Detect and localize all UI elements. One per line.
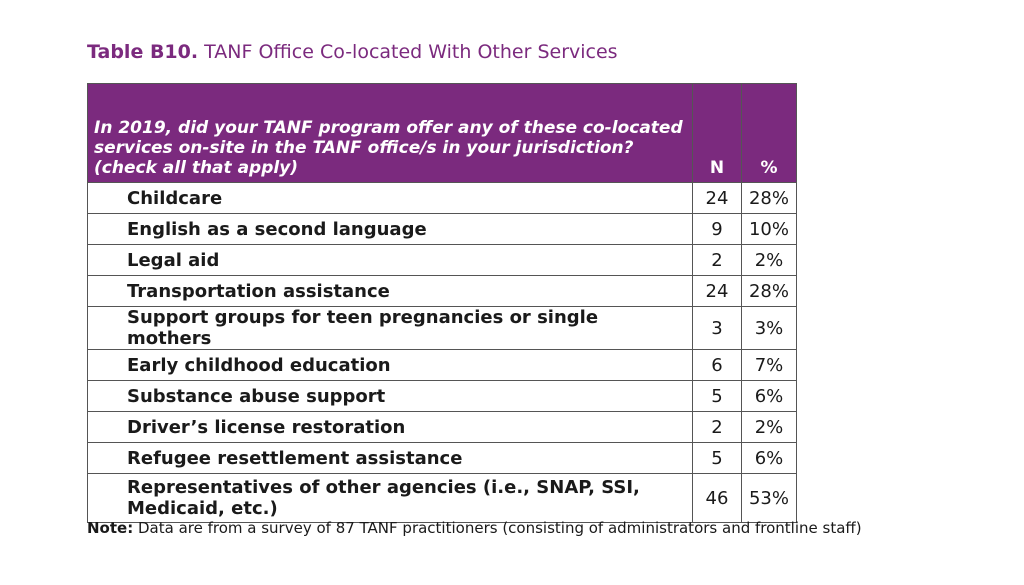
row-item: English as a second language bbox=[87, 213, 693, 245]
table-header-row: In 2019, did your TANF program offer any… bbox=[87, 83, 797, 183]
row-item: Early childhood education bbox=[87, 349, 693, 381]
table-title-label: Table B10. bbox=[87, 41, 199, 63]
table-row: Transportation assistance 24 28% bbox=[87, 275, 797, 307]
services-table: In 2019, did your TANF program offer any… bbox=[87, 83, 797, 523]
row-percent: 6% bbox=[741, 442, 797, 474]
row-percent: 28% bbox=[741, 275, 797, 307]
row-percent: 2% bbox=[741, 244, 797, 276]
table-title: Table B10. TANF Office Co-located With O… bbox=[87, 41, 618, 63]
table-row: Refugee resettlement assistance 5 6% bbox=[87, 442, 797, 474]
row-item: Representatives of other agencies (i.e.,… bbox=[87, 473, 693, 523]
row-item: Legal aid bbox=[87, 244, 693, 276]
header-question: In 2019, did your TANF program offer any… bbox=[87, 83, 693, 183]
row-n: 6 bbox=[692, 349, 742, 381]
table-row: Childcare 24 28% bbox=[87, 182, 797, 214]
row-n: 5 bbox=[692, 442, 742, 474]
row-item: Driver’s license restoration bbox=[87, 411, 693, 443]
row-n: 9 bbox=[692, 213, 742, 245]
row-item: Childcare bbox=[87, 182, 693, 214]
row-item: Transportation assistance bbox=[87, 275, 693, 307]
row-percent: 6% bbox=[741, 380, 797, 412]
row-n: 2 bbox=[692, 244, 742, 276]
row-n: 2 bbox=[692, 411, 742, 443]
header-n: N bbox=[692, 83, 742, 183]
table-row: Legal aid 2 2% bbox=[87, 244, 797, 276]
table-row: English as a second language 9 10% bbox=[87, 213, 797, 245]
table-row: Early childhood education 6 7% bbox=[87, 349, 797, 381]
row-item: Substance abuse support bbox=[87, 380, 693, 412]
row-item: Support groups for teen pregnancies or s… bbox=[87, 306, 693, 350]
row-n: 24 bbox=[692, 275, 742, 307]
table-row: Driver’s license restoration 2 2% bbox=[87, 411, 797, 443]
row-percent: 2% bbox=[741, 411, 797, 443]
row-percent: 53% bbox=[741, 473, 797, 523]
table-note: Note: Data are from a survey of 87 TANF … bbox=[87, 519, 862, 537]
table-row: Substance abuse support 5 6% bbox=[87, 380, 797, 412]
table-row: Representatives of other agencies (i.e.,… bbox=[87, 473, 797, 523]
row-n: 3 bbox=[692, 306, 742, 350]
row-n: 46 bbox=[692, 473, 742, 523]
row-item: Refugee resettlement assistance bbox=[87, 442, 693, 474]
row-percent: 7% bbox=[741, 349, 797, 381]
note-label: Note: bbox=[87, 519, 134, 537]
row-percent: 28% bbox=[741, 182, 797, 214]
table-title-text: TANF Office Co-located With Other Servic… bbox=[204, 41, 618, 63]
row-n: 24 bbox=[692, 182, 742, 214]
table-row: Support groups for teen pregnancies or s… bbox=[87, 306, 797, 350]
row-n: 5 bbox=[692, 380, 742, 412]
row-percent: 10% bbox=[741, 213, 797, 245]
header-percent: % bbox=[741, 83, 797, 183]
row-percent: 3% bbox=[741, 306, 797, 350]
note-text: Data are from a survey of 87 TANF practi… bbox=[137, 519, 862, 537]
